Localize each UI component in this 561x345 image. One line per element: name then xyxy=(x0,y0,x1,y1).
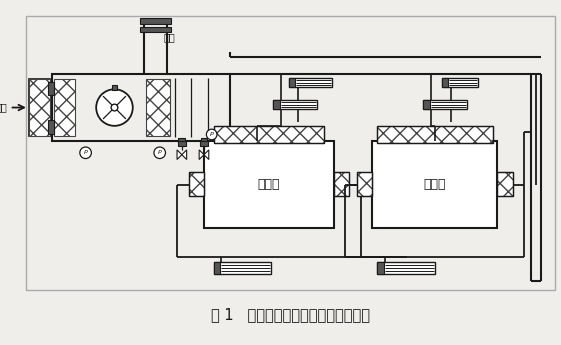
Bar xyxy=(498,172,513,196)
Bar xyxy=(178,138,185,143)
Text: 图 1   表冷器后置旁通机组系统示意图: 图 1 表冷器后置旁通机组系统示意图 xyxy=(211,307,370,322)
Bar xyxy=(377,126,493,143)
Circle shape xyxy=(111,104,118,111)
Bar xyxy=(48,81,54,95)
Text: 新风: 新风 xyxy=(0,102,8,112)
Bar xyxy=(289,78,296,87)
Bar xyxy=(214,263,220,274)
Bar xyxy=(424,100,467,109)
Text: 回风: 回风 xyxy=(164,32,175,42)
Bar xyxy=(373,141,498,228)
Text: 手术室: 手术室 xyxy=(257,178,280,191)
Circle shape xyxy=(154,147,165,159)
Bar xyxy=(48,120,54,134)
Text: P: P xyxy=(210,132,214,137)
Text: P: P xyxy=(84,150,88,155)
Circle shape xyxy=(206,129,217,140)
Circle shape xyxy=(80,147,91,159)
Bar xyxy=(201,138,208,143)
Bar xyxy=(334,172,350,196)
Bar xyxy=(273,100,316,109)
Bar xyxy=(178,141,186,146)
Bar xyxy=(424,100,430,109)
Bar xyxy=(52,74,230,141)
Bar xyxy=(377,263,384,274)
Bar xyxy=(140,18,171,24)
Bar xyxy=(188,172,204,196)
Bar xyxy=(29,79,50,136)
Bar xyxy=(140,27,171,32)
Bar xyxy=(214,126,324,143)
Bar xyxy=(442,78,478,87)
Bar xyxy=(112,86,117,90)
Bar xyxy=(377,126,493,143)
Bar xyxy=(146,79,171,136)
Bar xyxy=(377,263,435,274)
Polygon shape xyxy=(204,150,209,159)
Bar xyxy=(498,172,513,196)
Circle shape xyxy=(96,89,133,126)
Bar xyxy=(26,16,555,290)
Bar xyxy=(188,172,204,196)
Bar xyxy=(200,141,208,146)
Bar xyxy=(357,172,373,196)
Text: 手术室: 手术室 xyxy=(424,178,446,191)
Bar xyxy=(54,79,75,136)
Bar xyxy=(273,100,280,109)
Bar xyxy=(29,79,50,136)
Bar xyxy=(214,263,272,274)
Polygon shape xyxy=(199,150,204,159)
Bar xyxy=(357,172,373,196)
Polygon shape xyxy=(182,150,187,159)
Polygon shape xyxy=(177,150,182,159)
Bar xyxy=(214,126,324,143)
Text: P: P xyxy=(158,150,162,155)
Bar xyxy=(442,78,448,87)
Bar xyxy=(289,78,332,87)
Bar xyxy=(334,172,350,196)
Bar xyxy=(204,141,334,228)
